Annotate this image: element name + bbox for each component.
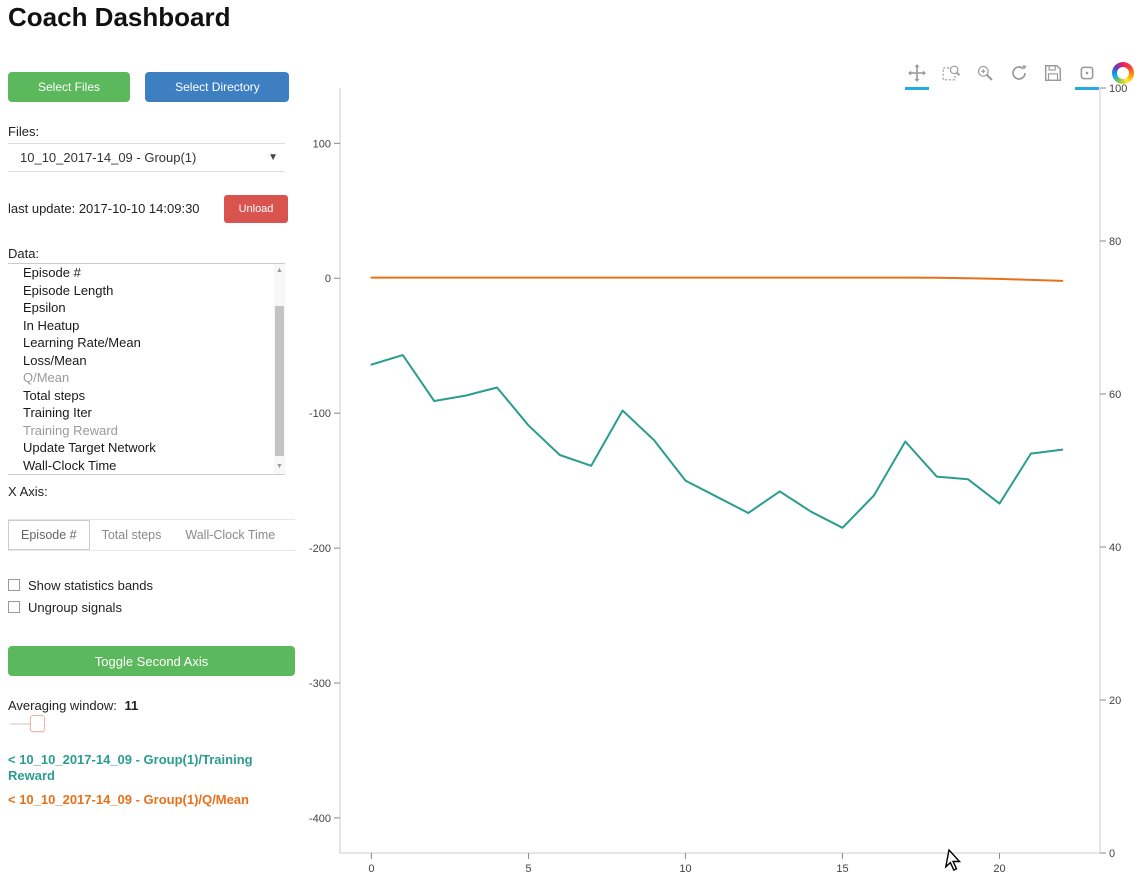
data-item-loss-mean[interactable]: Loss/Mean — [23, 352, 87, 368]
x-tick-label: 5 — [525, 863, 531, 875]
data-listbox: Episode # Episode Length Epsilon In Heatup L… — [8, 263, 285, 475]
checkbox-label: Ungroup signals — [28, 599, 122, 615]
checkbox-show-statistics-bands[interactable]: Show statistics bands — [8, 574, 153, 596]
checkbox-group: Show statistics bands Ungroup signals — [8, 574, 153, 618]
averaging-window-row: Averaging window: 11 — [8, 698, 138, 713]
toggle-second-axis-button[interactable]: Toggle Second Axis — [8, 646, 295, 676]
x-tick-label: 0 — [368, 863, 374, 875]
series-line-training-reward — [370, 354, 1064, 529]
data-item-update-target-network[interactable]: Update Target Network — [23, 440, 156, 455]
checkbox-box[interactable] — [8, 579, 20, 591]
data-item-in-heatup[interactable]: In Heatup — [23, 317, 80, 333]
y-left-tick-label: 100 — [313, 138, 331, 150]
chevron-down-icon: ▼ — [268, 152, 278, 163]
data-item-q-mean[interactable]: Q/Mean — [23, 370, 70, 385]
unload-button[interactable]: Unload — [224, 195, 288, 223]
data-item-episode-length[interactable]: Episode Length — [23, 282, 114, 298]
sidebar: Select Files Select Directory Files: 10_… — [0, 0, 300, 881]
legend-item: < 10_10_2017-14_09 - Group(1)/Q/Mean — [8, 792, 249, 807]
averaging-window-value: 11 — [124, 698, 139, 713]
plot-toolbar — [898, 60, 1134, 90]
data-label: Data: — [8, 246, 40, 261]
data-item-training-reward[interactable]: Training Reward — [23, 422, 118, 438]
y-right-tick-label: 80 — [1109, 236, 1121, 248]
last-update-text: last update: 2017-10-10 14:09:30 — [8, 201, 200, 216]
files-label: Files: — [8, 124, 40, 139]
y-right-tick-label: 0 — [1109, 848, 1115, 860]
y-right-tick-label: 40 — [1109, 542, 1121, 554]
scroll-down-icon[interactable]: ▼ — [276, 463, 283, 470]
last-update-row: last update: 2017-10-10 14:09:30 Unload — [8, 195, 288, 223]
x-axis-option-episode[interactable]: Episode # — [8, 520, 90, 550]
y-left-tick-label: 0 — [325, 273, 331, 285]
file-buttons-row: Select Files Select Directory — [8, 72, 290, 102]
wheel-zoom-tool-icon[interactable] — [970, 60, 1000, 86]
page-title: Coach Dashboard — [8, 2, 231, 32]
bokeh-logo-icon[interactable] — [1112, 62, 1134, 84]
y-left-tick-label: -400 — [309, 813, 331, 825]
averaging-window-slider[interactable] — [8, 715, 288, 733]
data-item-wall-clock-time[interactable]: Wall-Clock Time — [23, 457, 117, 473]
y-right-tick-label: 100 — [1109, 83, 1127, 95]
data-item-learning-rate-mean[interactable]: Learning Rate/Mean — [23, 335, 141, 350]
axis-frame — [339, 88, 1101, 854]
slider-handle[interactable] — [30, 715, 45, 732]
plot-canvas[interactable]: 0 5 10 15 20 100 0 -100 -200 -300 -400 100 80 60 40 20 0 — [300, 50, 1142, 881]
box-zoom-tool-icon[interactable] — [936, 60, 966, 86]
data-list: Episode # Episode Length Epsilon In Heatup L… — [8, 264, 285, 474]
select-directory-button[interactable]: Select Directory — [145, 72, 290, 102]
legend-item: < 10_10_2017-14_09 - Group(1)/Training R… — [8, 752, 253, 783]
pan-tool-icon[interactable] — [902, 60, 932, 90]
listbox-scrollbar[interactable]: ▲ ▼ — [274, 264, 285, 474]
checkbox-box[interactable] — [8, 601, 20, 613]
files-select[interactable]: 10_10_2017-14_09 - Group(1) ▼ — [8, 143, 285, 172]
data-item-episode[interactable]: Episode # — [23, 265, 81, 280]
series-line-mean — [370, 276, 1064, 282]
y-right-tick-label: 20 — [1109, 695, 1121, 707]
y-left-tick-label: -100 — [309, 408, 331, 420]
x-axis-label: X Axis: — [8, 484, 48, 499]
hover-tool-icon[interactable] — [1072, 60, 1102, 90]
data-item-epsilon[interactable]: Epsilon — [23, 300, 66, 315]
x-tick-label: 10 — [679, 863, 691, 875]
slider-track[interactable] — [10, 723, 30, 725]
y-left-tick-label: -300 — [309, 678, 331, 690]
y-left-tick-label: -200 — [309, 543, 331, 555]
files-select-value: 10_10_2017-14_09 - Group(1) — [20, 150, 197, 165]
averaging-window-label: Averaging window: — [8, 698, 117, 713]
reset-tool-icon[interactable] — [1004, 60, 1034, 86]
chart-area: 0 5 10 15 20 100 0 -100 -200 -300 -400 100 80 60 40 20 0 — [300, 50, 1142, 881]
checkbox-label: Show statistics bands — [28, 577, 154, 593]
x-tick-label: 20 — [993, 863, 1005, 875]
x-axis-option-wall-clock-time[interactable]: Wall-Clock Time — [185, 528, 276, 542]
scroll-up-icon[interactable]: ▲ — [276, 267, 283, 274]
chart-legend: < 10_10_2017-14_09 - Group(1)/Training R… — [8, 752, 290, 816]
x-axis-radio-group: Episode # Total steps Wall-Clock Time — [8, 519, 295, 551]
y-right-tick-label: 60 — [1109, 389, 1121, 401]
select-files-button[interactable]: Select Files — [8, 72, 130, 102]
data-item-training-iter[interactable]: Training Iter — [23, 405, 92, 420]
data-item-total-steps[interactable]: Total steps — [23, 387, 86, 403]
x-tick-label: 15 — [836, 863, 848, 875]
scrollbar-thumb[interactable] — [275, 306, 284, 456]
save-tool-icon[interactable] — [1038, 60, 1068, 86]
x-axis-option-total-steps[interactable]: Total steps — [101, 528, 162, 542]
checkbox-ungroup-signals[interactable]: Ungroup signals — [8, 596, 153, 618]
